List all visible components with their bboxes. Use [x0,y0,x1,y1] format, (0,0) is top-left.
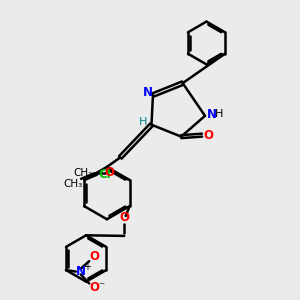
Text: CH₂: CH₂ [73,169,92,178]
Text: N: N [142,85,153,98]
Text: O: O [119,211,129,224]
Text: O: O [89,250,99,263]
Text: +: + [83,262,92,272]
Text: N: N [76,265,86,278]
Text: Cl: Cl [98,168,111,181]
Text: O: O [105,167,115,179]
Text: CH₃: CH₃ [64,179,83,189]
Text: O: O [89,281,99,294]
Text: H: H [215,109,224,119]
Text: O: O [204,129,214,142]
Text: H: H [139,117,147,128]
Text: ⁻: ⁻ [99,280,105,293]
Text: N: N [206,108,217,121]
